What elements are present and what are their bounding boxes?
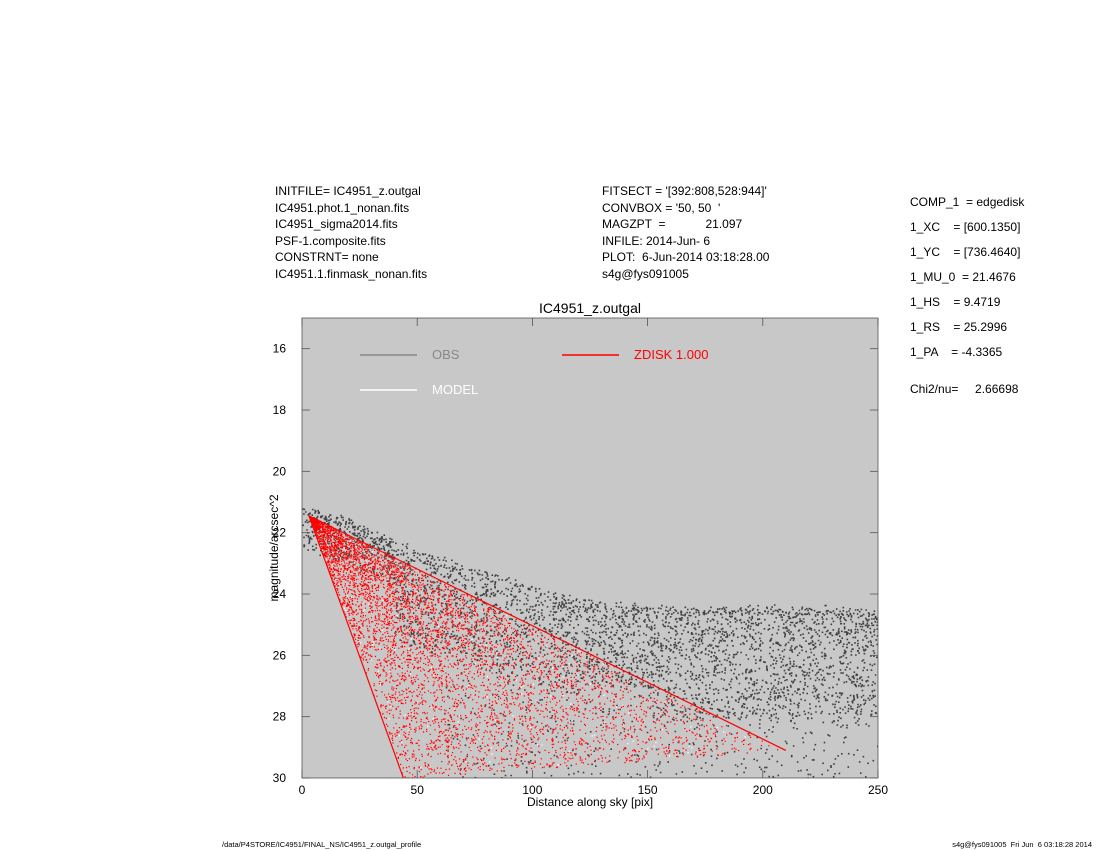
header-left-block: INITFILE= IC4951_z.outgal IC4951.phot.1_… (275, 183, 427, 283)
x-tick-label: 100 (522, 783, 542, 797)
header-user: s4g@fys091005 (602, 266, 689, 281)
series-obs-points (302, 508, 878, 778)
param-mu0: 1_MU_0 = 21.4676 (910, 270, 1016, 284)
footer-stamp: s4g@fys091005 Fri Jun 6 03:18:28 2014 (952, 840, 1092, 849)
y-tick-label: 16 (273, 342, 287, 356)
param-yc: 1_YC = [736.4640] (910, 245, 1021, 259)
param-xc: 1_XC = [600.1350] (910, 220, 1021, 234)
header-psf-file: PSF-1.composite.fits (275, 233, 386, 248)
header-params-block: COMP_1 = edgedisk 1_XC = [600.1350] 1_YC… (910, 190, 1024, 402)
legend-obs-label: OBS (432, 347, 460, 362)
param-pa: 1_PA = -4.3365 (910, 345, 1003, 359)
legend-zdisk-label: ZDISK 1.000 (634, 347, 708, 362)
x-tick-label: 150 (638, 783, 658, 797)
header-infile: INFILE: 2014-Jun- 6 (602, 233, 711, 248)
obs-point-cloud (302, 508, 878, 778)
y-tick-label: 30 (273, 771, 287, 785)
header-initfile: INITFILE= IC4951_z.outgal (275, 184, 421, 198)
x-tick-label: 250 (868, 783, 888, 797)
x-tick-label: 200 (753, 783, 773, 797)
y-tick-label: 24 (273, 587, 287, 601)
header-middle-block: FITSECT = '[392:808,528:944]' CONVBOX = … (602, 183, 769, 283)
y-tick-label: 28 (273, 710, 287, 724)
plot-frame (301, 317, 879, 779)
y-tick-label: 18 (273, 403, 287, 417)
header-convbox: CONVBOX = '50, 50 ' (602, 200, 721, 215)
legend: OBS ZDISK 1.000 MODEL (360, 347, 708, 397)
axes: 0 50 100 150 200 250 16 18 20 22 24 26 28 30 (273, 317, 888, 797)
data-marks (302, 508, 878, 778)
series-zdisk-fan-marks (308, 515, 779, 778)
header-constraint: CONSTRNT= none (275, 250, 379, 265)
plot-area (302, 318, 878, 778)
legend-model-label: MODEL (432, 382, 478, 397)
param-comp: COMP_1 = edgedisk (910, 195, 1025, 209)
x-axis-label: Distance along sky [pix] (527, 795, 653, 809)
param-rs: 1_RS = 25.2996 (910, 320, 1008, 334)
param-chi2nu: Chi2/nu= 2.66698 (910, 382, 1019, 396)
header-magzpt: MAGZPT = 21.097 (602, 217, 743, 232)
x-tick-label: 0 (299, 783, 306, 797)
zdisk-lower-edge (308, 515, 404, 778)
chart-title: IC4951_z.outgal (539, 300, 641, 316)
header-plot-date: PLOT: 6-Jun-2014 03:18:28.00 (602, 250, 770, 265)
y-axis-label: magnitude/arcsec^2 (267, 494, 281, 601)
header-sigma-file: IC4951_sigma2014.fits (275, 217, 398, 232)
y-tick-label: 26 (273, 648, 287, 662)
header-fitsect: FITSECT = '[392:808,528:944]' (602, 184, 767, 198)
y-tick-label: 20 (273, 464, 287, 478)
x-tick-label: 50 (411, 783, 425, 797)
footer-path: /data/P4STORE/IC4951/FINAL_NS/IC4951_z.o… (222, 840, 422, 849)
series-zdisk-fan (308, 515, 787, 778)
param-hs: 1_HS = 9.4719 (910, 295, 1001, 309)
zdisk-upper-edge (308, 515, 787, 751)
header-mask-file: IC4951.1.finmask_nonan.fits (275, 266, 428, 281)
y-tick-label: 22 (273, 526, 287, 540)
header-phot-file: IC4951.phot.1_nonan.fits (275, 200, 410, 215)
